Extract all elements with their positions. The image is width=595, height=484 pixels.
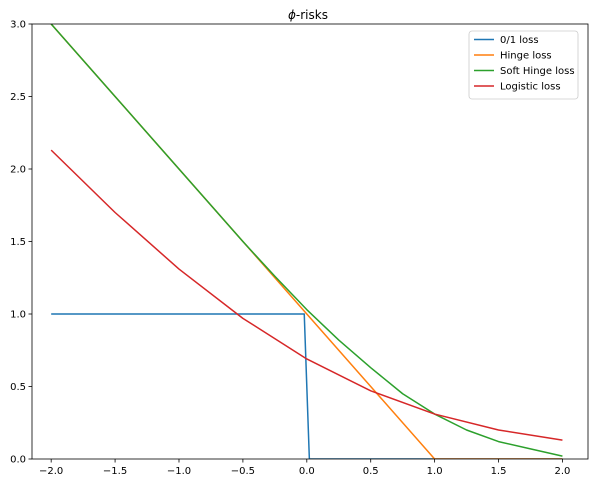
legend: 0/1 loss Hinge loss Soft Hinge loss Logisti… [468, 30, 579, 100]
y-tick-label: 0.5 [10, 382, 26, 393]
y-tick-label: 2.0 [10, 165, 26, 176]
x-tick-label: 1.5 [491, 466, 507, 477]
series-line-0-1-loss [51, 313, 563, 459]
x-tick-label: −2.0 [39, 466, 63, 477]
x-tick-label: 0.5 [363, 466, 379, 477]
chart-title: ϕ-risks [288, 8, 328, 22]
chart-title-text: -risks [296, 8, 328, 22]
x-tick-label: −1.0 [167, 466, 191, 477]
legend-box [468, 30, 579, 100]
series-line-logistic-loss [50, 149, 563, 441]
chart-title-symbol: ϕ [288, 8, 296, 22]
x-tick-label: 2.0 [554, 466, 570, 477]
y-tick-label: 0.0 [10, 455, 26, 466]
legend-label: Logistic loss [500, 82, 561, 93]
x-axis: −2.0 −1.5 −1.0 −0.5 0.0 0.5 1.0 1.5 2.0 [39, 459, 570, 477]
x-tick-label: −1.5 [103, 466, 127, 477]
legend-label: Hinge loss [500, 51, 552, 62]
plot-area [50, 24, 563, 459]
y-tick-label: 1.5 [10, 237, 26, 248]
x-tick-label: 1.0 [427, 466, 443, 477]
y-axis: 0.0 0.5 1.0 1.5 2.0 2.5 3.0 [10, 20, 32, 466]
y-tick-label: 2.5 [10, 92, 26, 103]
y-tick-label: 3.0 [10, 20, 26, 31]
series-line-soft-hinge-loss [50, 24, 563, 457]
x-tick-label: −0.5 [231, 466, 255, 477]
legend-label: 0/1 loss [500, 35, 539, 46]
legend-label: Soft Hinge loss [500, 66, 575, 77]
x-tick-label: 0.0 [299, 466, 315, 477]
y-tick-label: 1.0 [10, 310, 26, 321]
